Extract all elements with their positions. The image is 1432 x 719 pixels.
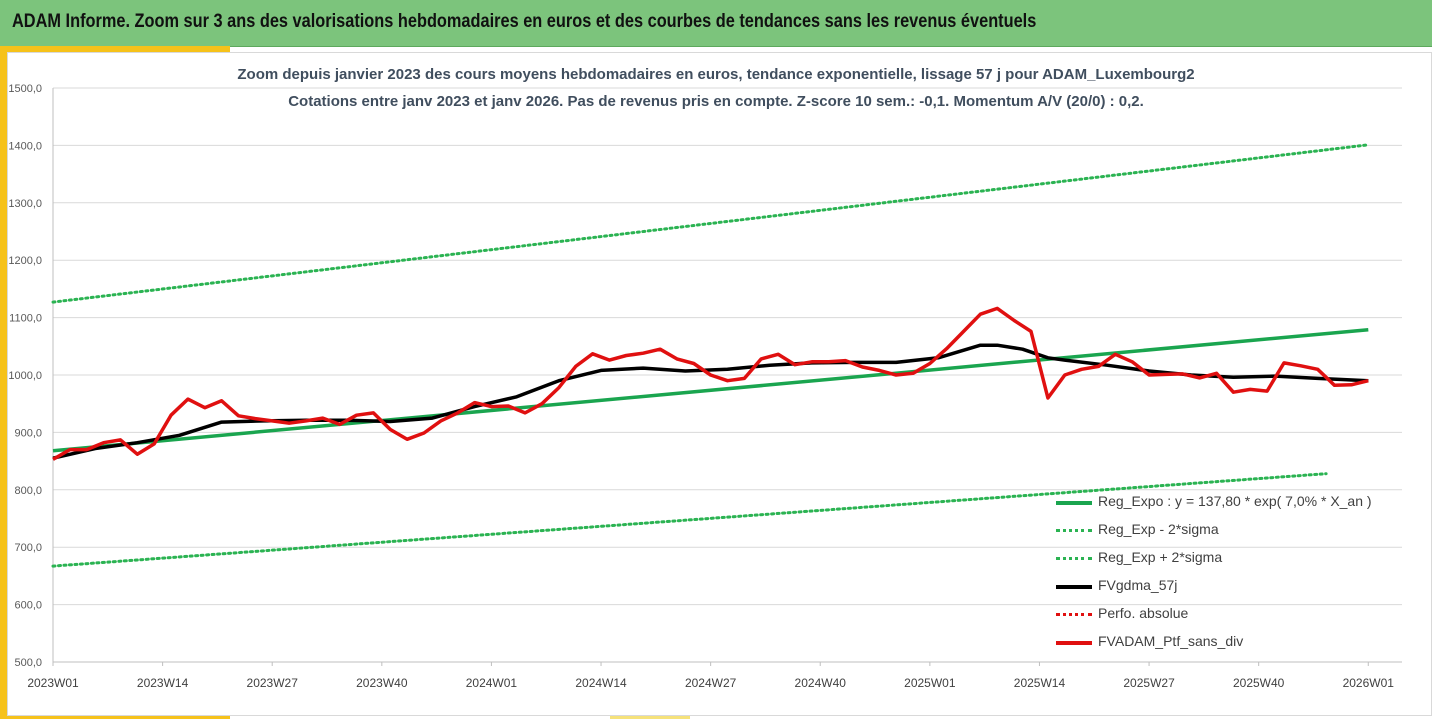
series-line-2 [51,143,1370,304]
legend-swatch-reg-expo [1056,501,1092,505]
y-tick-label: 1300,0 [8,198,42,210]
x-tick-label: 2023W01 [27,676,79,690]
x-tick-label: 2024W14 [575,676,627,690]
legend-swatch-reg-plus-sigma [1056,557,1092,560]
x-tick-label: 2025W14 [1014,676,1066,690]
y-tick-label: 800,0 [14,485,42,497]
x-tick-label: 2025W27 [1123,676,1175,690]
x-tick-label: 2024W27 [685,676,737,690]
legend-item-reg-minus-sigma: Reg_Exp - 2*sigma [1054,516,1394,544]
x-tick-label: 2023W40 [356,676,408,690]
legend-swatch-ptf [1056,641,1092,645]
legend-swatch-perfo [1056,613,1092,616]
legend-item-reg-expo: Reg_Expo : y = 137,80 * exp( 7,0% * X_an… [1054,488,1394,516]
x-tick-label: 2023W14 [137,676,189,690]
y-tick-label: 500,0 [14,657,42,669]
accent-bar-top [0,46,230,52]
legend-swatch-reg-minus-sigma [1056,529,1092,532]
x-tick-label: 2025W01 [904,676,956,690]
legend-item-fvgdma: FVgdma_57j [1054,572,1394,600]
grid-lines [53,87,1402,663]
legend-label-reg-plus-sigma: Reg_Exp + 2*sigma [1098,549,1223,565]
report-title: ADAM Informe. Zoom sur 3 ans des valoris… [12,11,1037,32]
accent-bar-left [0,46,7,719]
axes: 500,0 600,0 700,0 800,0 900,0 1000,0 1100,0 120… [8,83,1402,690]
y-tick-label: 900,0 [14,427,42,439]
legend-item-perfo: Perfo. absolue [1054,600,1394,628]
chart-title: Zoom depuis janvier 2023 des cours moyen… [237,66,1195,83]
series-line-3 [52,343,1369,460]
legend-label-perfo: Perfo. absolue [1098,605,1189,621]
y-tick-label: 1200,0 [8,255,42,267]
y-tick-label: 1000,0 [8,370,42,382]
series [51,143,1370,568]
x-tick-label: 2024W01 [466,676,518,690]
accent-bar-bottom-right [610,715,690,719]
y-tick-label: 1100,0 [9,313,42,325]
legend-swatch-fvgdma [1056,585,1092,589]
legend-item-reg-plus-sigma: Reg_Exp + 2*sigma [1054,544,1394,572]
legend-label-reg-expo: Reg_Expo : y = 137,80 * exp( 7,0% * X_an… [1098,493,1372,509]
series-line-5 [52,306,1369,461]
legend-label-fvgdma: FVgdma_57j [1098,577,1178,593]
y-tick-label: 1400,0 [8,140,42,152]
y-tick-label: 1500,0 [8,83,42,95]
chart-subtitle: Cotations entre janv 2023 et janv 2026. … [288,93,1144,110]
report-banner: ADAM Informe. Zoom sur 3 ans des valoris… [0,0,1432,47]
chart-legend: Reg_Expo : y = 137,80 * exp( 7,0% * X_an… [1054,488,1394,656]
y-tick-label: 700,0 [14,542,42,554]
x-tick-label: 2025W40 [1233,676,1285,690]
x-tick-label: 2026W01 [1343,676,1395,690]
legend-label-reg-minus-sigma: Reg_Exp - 2*sigma [1098,521,1219,537]
y-tick-label: 600,0 [14,600,42,612]
series-line-1 [51,472,1328,568]
legend-item-ptf: FVADAM_Ptf_sans_div [1054,628,1394,656]
chart-frame [7,52,1432,716]
x-tick-label: 2024W40 [795,676,847,690]
x-tick-label: 2023W27 [247,676,299,690]
series-line-0 [52,327,1369,453]
legend-label-ptf: FVADAM_Ptf_sans_div [1098,633,1244,649]
accent-bar-bottom [0,713,230,719]
